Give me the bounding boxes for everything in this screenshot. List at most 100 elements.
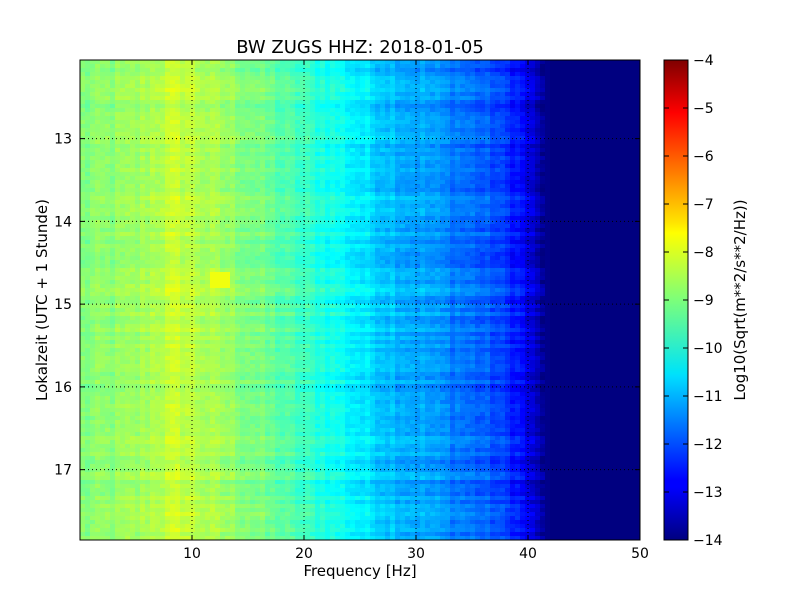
heatmap-cell: [230, 72, 236, 77]
heatmap-cell: [80, 92, 86, 97]
heatmap-cell: [100, 188, 106, 193]
heatmap-cell: [120, 80, 126, 85]
heatmap-cell: [360, 116, 366, 121]
heatmap-cell: [385, 204, 391, 209]
heatmap-cell: [610, 156, 616, 161]
heatmap-cell: [570, 68, 576, 73]
heatmap-cell: [565, 108, 571, 113]
heatmap-cell: [330, 116, 336, 121]
heatmap-cell: [620, 124, 626, 129]
heatmap-cell: [210, 152, 216, 157]
heatmap-cell: [190, 164, 196, 169]
heatmap-cell: [330, 216, 336, 221]
heatmap-cell: [115, 188, 121, 193]
heatmap-cell: [475, 68, 481, 73]
heatmap-cell: [555, 88, 561, 93]
heatmap-cell: [535, 212, 541, 217]
heatmap-cell: [435, 168, 441, 173]
heatmap-cell: [180, 128, 186, 133]
heatmap-cell: [370, 164, 376, 169]
heatmap-cell: [375, 128, 381, 133]
heatmap-cell: [135, 112, 141, 117]
heatmap-cell: [460, 208, 466, 213]
heatmap-cell: [215, 112, 221, 117]
heatmap-cell: [630, 104, 636, 109]
heatmap-cell: [595, 76, 601, 81]
heatmap-cell: [285, 88, 291, 93]
heatmap-cell: [615, 76, 621, 81]
heatmap-cell: [370, 104, 376, 109]
heatmap-cell: [525, 208, 531, 213]
heatmap-cell: [515, 132, 521, 137]
heatmap-cell: [80, 184, 86, 189]
heatmap-cell: [280, 228, 286, 233]
heatmap-cell: [265, 192, 271, 197]
heatmap-cell: [300, 68, 306, 73]
heatmap-cell: [500, 112, 506, 117]
heatmap-cell: [325, 168, 331, 173]
heatmap-cell: [190, 200, 196, 205]
heatmap-cell: [510, 232, 516, 237]
heatmap-cell: [295, 200, 301, 205]
heatmap-cell: [580, 192, 586, 197]
heatmap-cell: [200, 172, 206, 177]
heatmap-cell: [555, 144, 561, 149]
heatmap-cell: [240, 92, 246, 97]
heatmap-cell: [495, 184, 501, 189]
heatmap-cell: [515, 156, 521, 161]
heatmap-cell: [350, 196, 356, 201]
heatmap-cell: [395, 72, 401, 77]
heatmap-cell: [430, 144, 436, 149]
heatmap-cell: [120, 232, 126, 237]
heatmap-cell: [230, 148, 236, 153]
heatmap-cell: [455, 68, 461, 73]
heatmap-cell: [395, 112, 401, 117]
heatmap-cell: [340, 152, 346, 157]
heatmap-cell: [265, 92, 271, 97]
heatmap-cell: [170, 124, 176, 129]
heatmap-cell: [435, 188, 441, 193]
heatmap-cell: [260, 156, 266, 161]
heatmap-cell: [475, 164, 481, 169]
heatmap-cell: [465, 80, 471, 85]
heatmap-cell: [320, 224, 326, 229]
heatmap-cell: [105, 172, 111, 177]
heatmap-cell: [420, 208, 426, 213]
heatmap-cell: [545, 80, 551, 85]
heatmap-cell: [630, 224, 636, 229]
heatmap-cell: [415, 104, 421, 109]
heatmap-cell: [345, 160, 351, 165]
heatmap-cell: [590, 204, 596, 209]
heatmap-cell: [325, 228, 331, 233]
heatmap-cell: [465, 208, 471, 213]
heatmap-cell: [320, 88, 326, 93]
heatmap-cell: [425, 60, 431, 65]
heatmap-cell: [370, 60, 376, 65]
heatmap-cell: [200, 116, 206, 121]
heatmap-cell: [635, 224, 640, 229]
heatmap-cell: [595, 228, 601, 233]
heatmap-cell: [500, 228, 506, 233]
heatmap-cell: [110, 160, 116, 165]
heatmap-cell: [425, 120, 431, 125]
heatmap-cell: [425, 172, 431, 177]
heatmap-cell: [345, 140, 351, 145]
heatmap-cell: [105, 120, 111, 125]
heatmap-cell: [245, 76, 251, 81]
heatmap-cell: [165, 192, 171, 197]
heatmap-cell: [380, 204, 386, 209]
heatmap-cell: [280, 180, 286, 185]
heatmap-cell: [475, 188, 481, 193]
heatmap-cell: [315, 60, 321, 65]
heatmap-cell: [360, 156, 366, 161]
heatmap-cell: [225, 204, 231, 209]
heatmap-cell: [500, 96, 506, 101]
heatmap-cell: [465, 156, 471, 161]
heatmap-cell: [145, 196, 151, 201]
heatmap-cell: [385, 112, 391, 117]
heatmap-cell: [460, 144, 466, 149]
heatmap-cell: [355, 232, 361, 237]
heatmap-cell: [190, 148, 196, 153]
heatmap-cell: [625, 216, 631, 221]
heatmap-cell: [160, 232, 166, 237]
